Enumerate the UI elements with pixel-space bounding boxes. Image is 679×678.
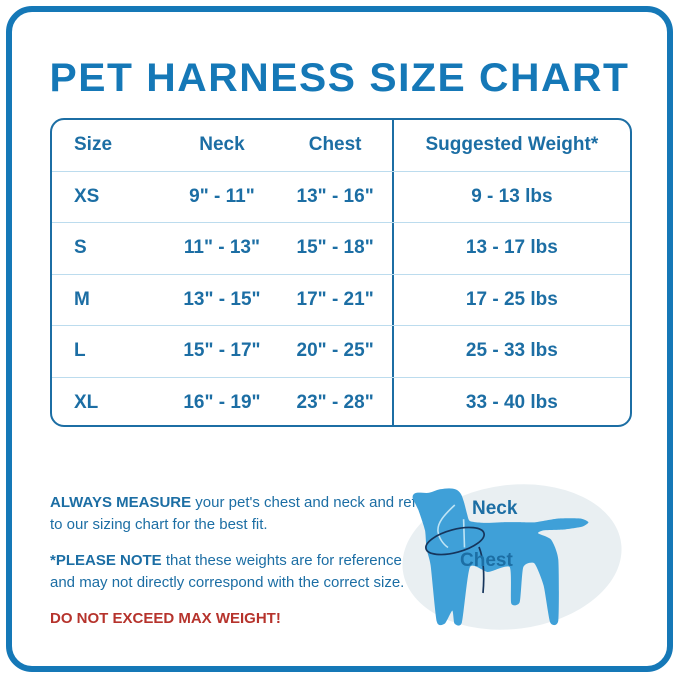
- svg-text:Neck: Neck: [472, 498, 518, 519]
- svg-text:Chest: Chest: [460, 550, 513, 571]
